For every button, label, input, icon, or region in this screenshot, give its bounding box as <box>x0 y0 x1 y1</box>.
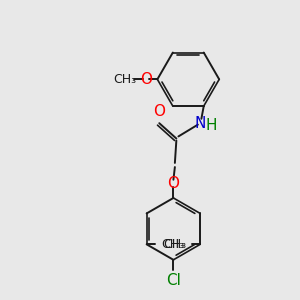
Text: CH₃: CH₃ <box>161 238 184 251</box>
Text: O: O <box>167 176 179 191</box>
Text: H: H <box>205 118 217 133</box>
Text: O: O <box>153 104 165 119</box>
Text: O: O <box>140 72 152 87</box>
Text: CH₃: CH₃ <box>113 73 136 86</box>
Text: Cl: Cl <box>166 273 181 288</box>
Text: CH₃: CH₃ <box>163 238 186 251</box>
Text: N: N <box>194 116 206 131</box>
